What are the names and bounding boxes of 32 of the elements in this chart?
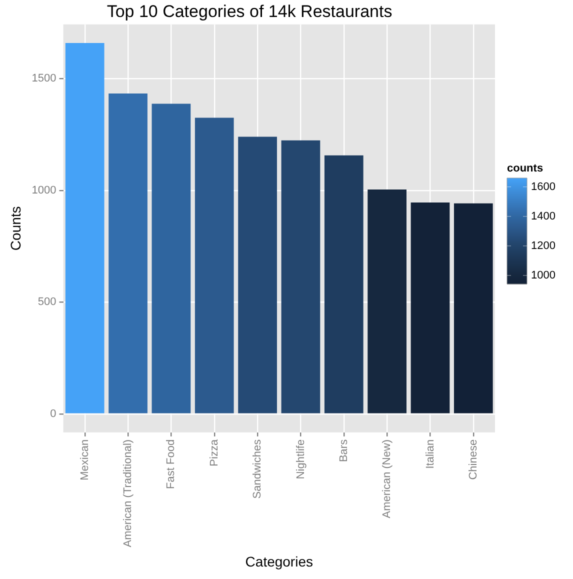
x-tick-label: Nightlife: [294, 439, 307, 480]
bar: [238, 136, 277, 414]
color-bar-label: 1000: [531, 269, 556, 282]
chart-title: Top 10 Categories of 14k Restaurants: [106, 2, 392, 21]
bar: [454, 203, 493, 414]
bar: [410, 202, 450, 414]
x-tick-label: American (Traditional): [122, 439, 134, 548]
x-tick-label: Pizza: [208, 438, 220, 466]
x-tick-label: Sandwiches: [252, 438, 264, 499]
y-tick-label: 1500: [32, 72, 56, 85]
y-tick-label: 0: [50, 408, 56, 420]
bar: [194, 118, 234, 414]
color-bar-label: 1400: [531, 210, 556, 222]
y-tick-label: 500: [38, 296, 56, 308]
color-bar-label: 1200: [531, 240, 556, 252]
bar: [108, 93, 148, 414]
x-axis-title: Categories: [245, 553, 313, 570]
x-tick-label: Bars: [338, 438, 350, 462]
x-tick-label: Fast Food: [165, 439, 178, 489]
bar: [281, 140, 320, 414]
x-tick-label: American (New): [381, 439, 394, 518]
bar: [368, 190, 406, 414]
bar: [152, 104, 191, 414]
color-bar-label: 1600: [531, 180, 556, 193]
y-tick-label: 1000: [32, 184, 56, 196]
bar: [65, 42, 104, 414]
bar: [324, 155, 364, 414]
y-axis-title: Counts: [7, 206, 24, 251]
color-bar-title: counts: [507, 162, 544, 175]
x-tick-label: Italian: [424, 439, 436, 469]
x-tick-label: Mexican: [78, 439, 91, 480]
x-tick-label: Chinese: [467, 439, 480, 480]
